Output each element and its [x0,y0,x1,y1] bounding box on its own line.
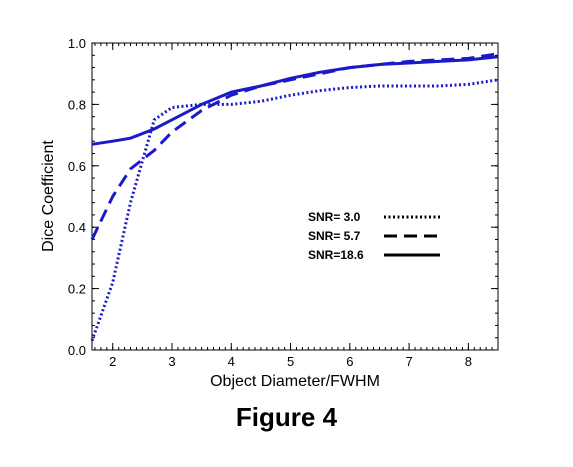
y-axis-ticks: 0.0 0.2 0.4 0.6 0.8 1.0 [68,36,498,358]
figure-caption: Figure 4 [235,402,338,432]
y-tick-label: 0.6 [68,159,86,174]
legend-label: SNR= 5.7 [308,229,361,243]
plot-frame [91,42,499,351]
x-tick-label: 7 [405,354,412,369]
x-tick-label: 3 [168,354,175,369]
y-tick-label: 1.0 [68,36,86,51]
series-line-dotted [90,78,499,342]
x-tick-label: 5 [287,354,294,369]
y-tick-label: 0.4 [68,220,86,235]
legend: SNR= 3.0 SNR= 5.7 SNR=18.6 [308,210,440,262]
series-line-dashed [90,52,499,241]
series-line-solid [91,55,499,146]
y-tick-label: 0.0 [68,343,86,358]
x-tick-label: 6 [346,354,353,369]
x-axis-ticks: 2 3 4 5 6 7 8 [109,43,472,369]
legend-label: SNR=18.6 [308,248,364,262]
y-tick-label: 0.8 [68,97,86,112]
legend-label: SNR= 3.0 [308,210,361,224]
series-lines [90,52,499,342]
x-axis-title: Object Diameter/FWHM [210,373,380,390]
x-tick-label: 2 [109,354,116,369]
x-tick-label: 4 [228,354,235,369]
y-axis-title: Dice Coefficient [40,140,57,252]
x-tick-label: 8 [465,354,472,369]
y-tick-label: 0.2 [68,282,86,297]
minor-ticks [92,42,499,351]
